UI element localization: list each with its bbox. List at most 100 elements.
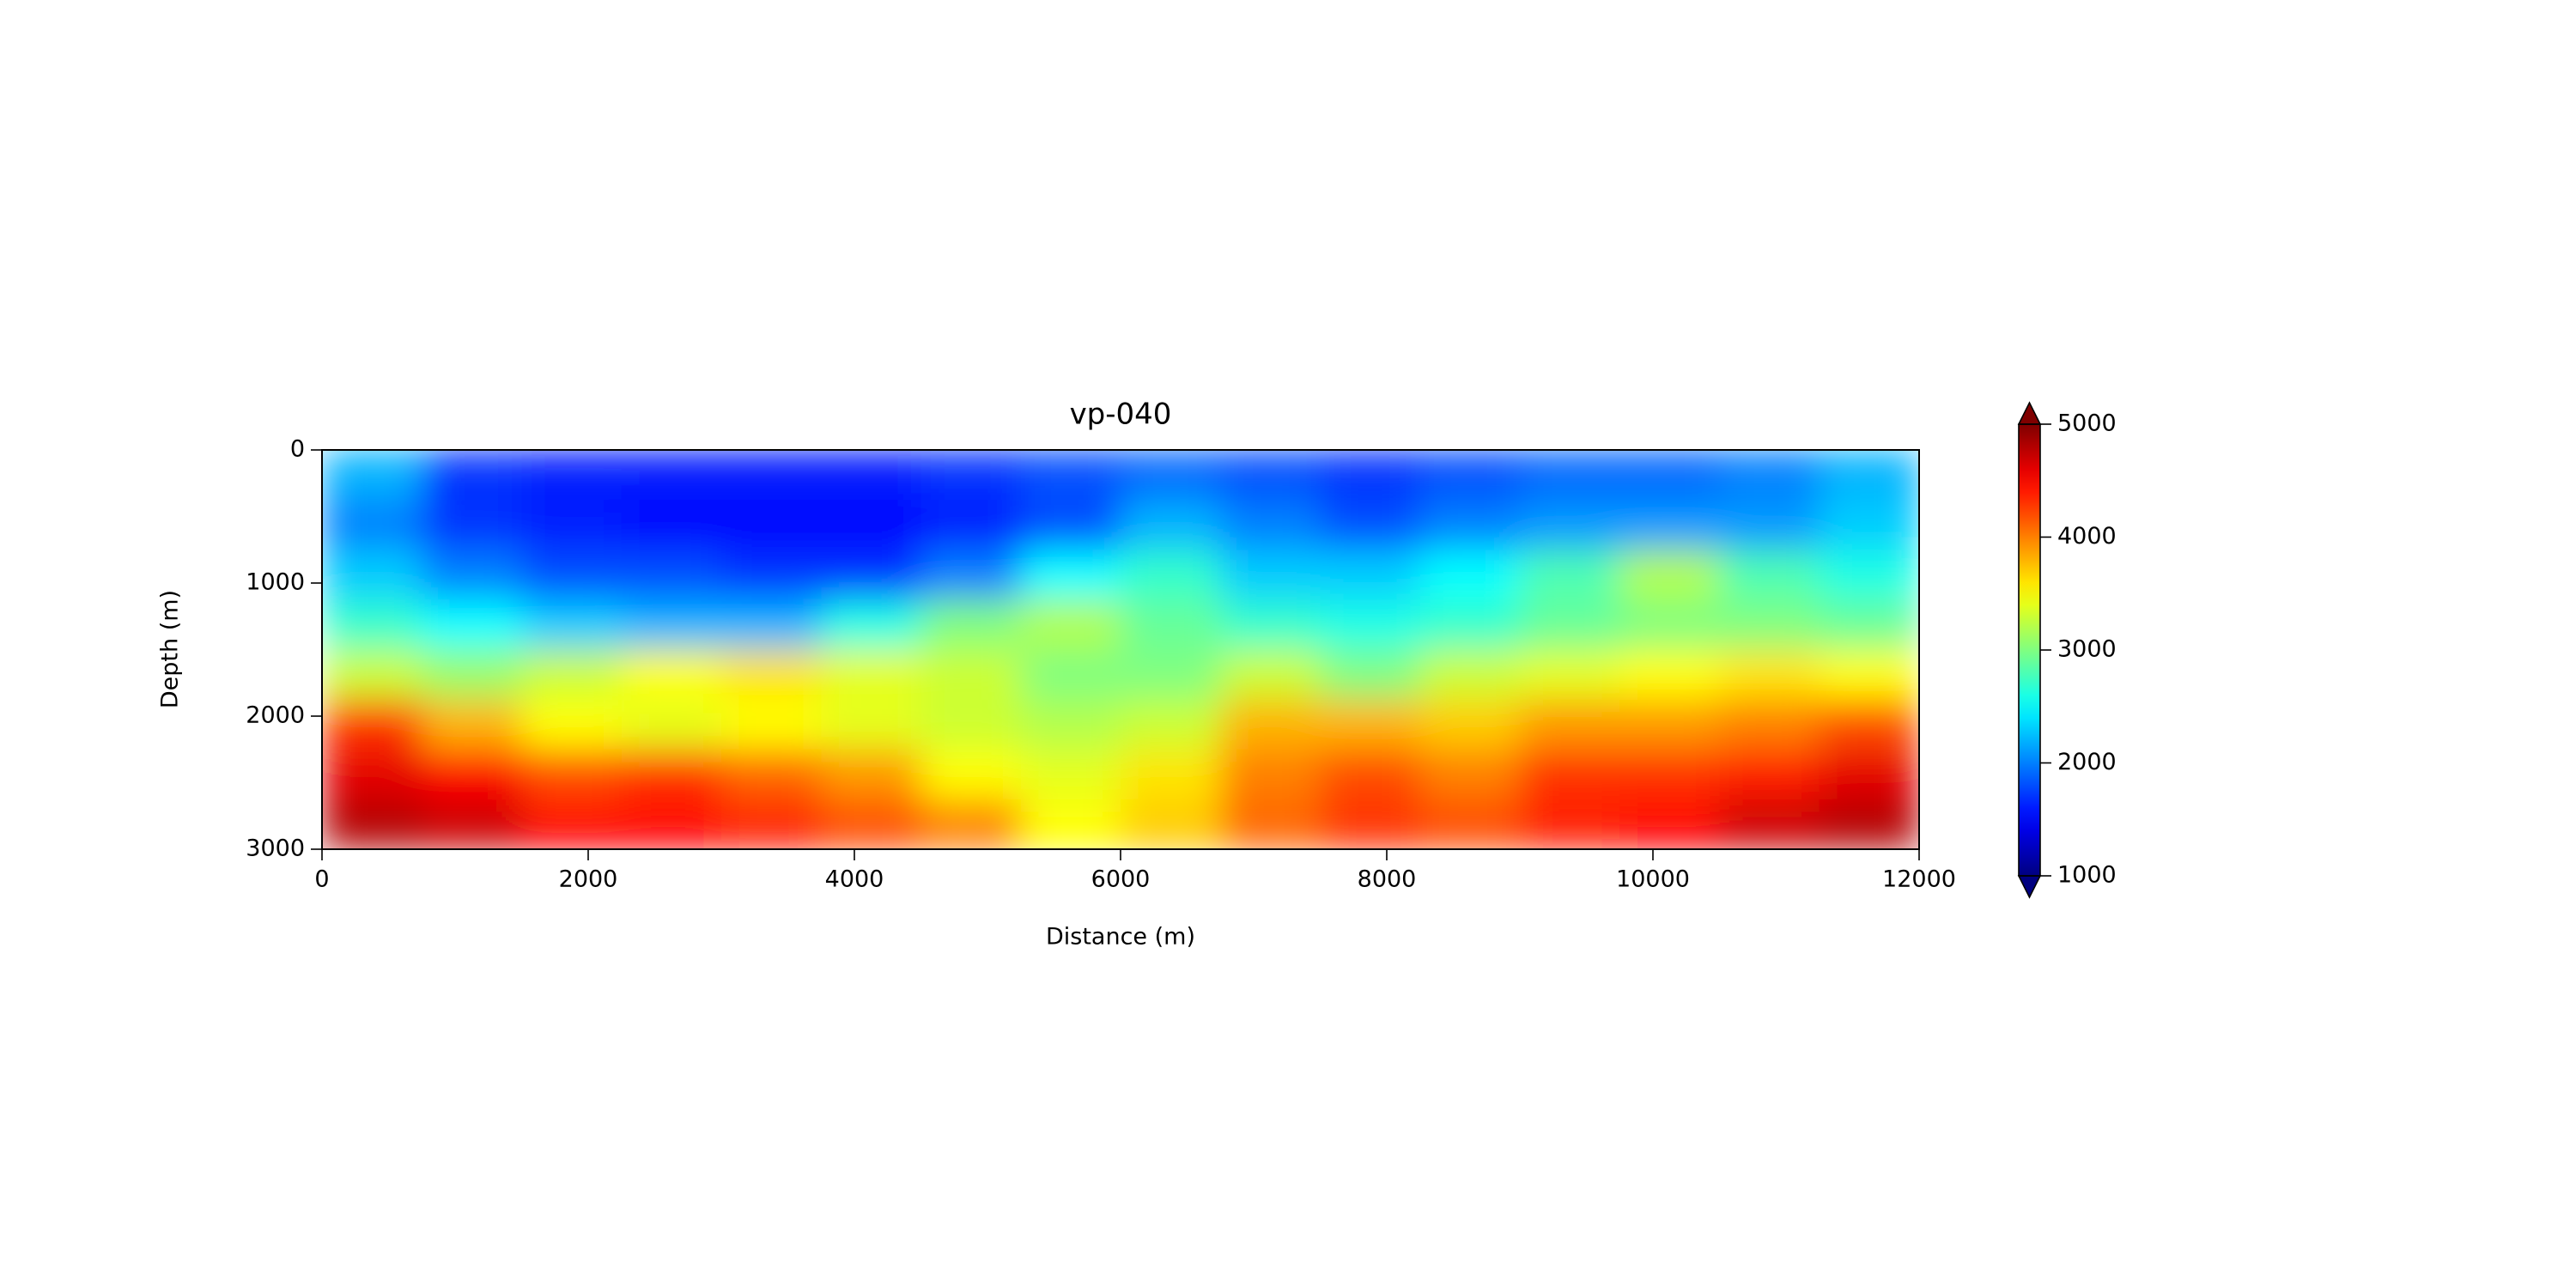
colorbar-tick-label: 1000 (2057, 862, 2117, 889)
heatmap-cell (422, 550, 522, 600)
heatmap-cell (1121, 550, 1221, 600)
y-axis-label: Depth (m) (157, 590, 184, 708)
heatmap-cell (1220, 599, 1321, 650)
heatmap-cell (721, 500, 822, 550)
heatmap-cell (1419, 799, 1521, 849)
heatmap (322, 450, 1919, 849)
heatmap-cell (920, 649, 1022, 701)
heatmap-cell (1419, 599, 1521, 650)
heatmap-cell (1719, 699, 1820, 750)
heatmap-cell (1419, 550, 1521, 600)
heatmap-cell (521, 799, 623, 849)
heatmap-cell (920, 799, 1022, 849)
heatmap-cell (521, 450, 623, 501)
heatmap-cell (1220, 649, 1321, 701)
heatmap-cell (1020, 450, 1121, 501)
heatmap-cell (1320, 799, 1421, 849)
heatmap-cell (721, 699, 822, 750)
heatmap-cell (521, 649, 623, 701)
heatmap-cell (1121, 500, 1221, 550)
heatmap-cell (1320, 550, 1421, 600)
heatmap-cell (920, 450, 1022, 501)
x-tick-label: 4000 (825, 866, 884, 893)
heatmap-cell (1819, 649, 1919, 701)
heatmap-cell (1121, 699, 1221, 750)
x-tick-label: 8000 (1358, 866, 1417, 893)
heatmap-cell (821, 550, 921, 600)
x-tick-label: 0 (314, 866, 329, 893)
heatmap-cell (1619, 649, 1720, 701)
heatmap-cell (1520, 450, 1620, 501)
heatmap-cell (322, 599, 422, 650)
heatmap-cell (1121, 599, 1221, 650)
heatmap-cell (621, 500, 722, 550)
heatmap-cell (1419, 699, 1521, 750)
heatmap-cell (920, 550, 1022, 600)
x-tick-label: 12000 (1882, 866, 1956, 893)
heatmap-cell (521, 500, 623, 550)
heatmap-cell (721, 649, 822, 701)
colorbar-tick-label: 4000 (2057, 523, 2117, 550)
x-tick-label: 2000 (559, 866, 618, 893)
heatmap-cell (422, 749, 522, 800)
heatmap-cell (1719, 649, 1820, 701)
heatmap-cell (1719, 500, 1820, 550)
heatmap-cell (1020, 649, 1121, 701)
heatmap-cell (1819, 699, 1919, 750)
heatmap-cell (1619, 550, 1720, 600)
colorbar-body (2019, 424, 2040, 876)
colorbar-extend-top (2017, 401, 2042, 425)
heatmap-cell (621, 550, 722, 600)
heatmap-cell (821, 799, 921, 849)
heatmap-cell (621, 649, 722, 701)
heatmap-cell (721, 450, 822, 501)
heatmap-cell (1619, 749, 1720, 800)
heatmap-cell (721, 799, 822, 849)
heatmap-cell (1619, 699, 1720, 750)
heatmap-cell (1419, 450, 1521, 501)
heatmap-cell (1719, 599, 1820, 650)
heatmap-cell (1520, 649, 1620, 701)
heatmap-cell (821, 749, 921, 800)
heatmap-cell (1220, 550, 1321, 600)
heatmap-cell (621, 749, 722, 800)
heatmap-cell (821, 450, 921, 501)
colorbar-tick-label: 5000 (2057, 410, 2117, 437)
heatmap-cell (322, 450, 422, 501)
y-tick-label: 0 (290, 436, 305, 463)
colorbar-tick-label: 3000 (2057, 636, 2117, 663)
heatmap-cell (1419, 649, 1521, 701)
heatmap-cell (1819, 799, 1919, 849)
heatmap-cell (1719, 749, 1820, 800)
heatmap-cell (1619, 799, 1720, 849)
heatmap-cell (1520, 799, 1620, 849)
heatmap-cell (1619, 500, 1720, 550)
heatmap-cell (1020, 550, 1121, 600)
heatmap-cell (422, 649, 522, 701)
x-axis-label: Distance (m) (1046, 924, 1195, 951)
heatmap-cell (1020, 599, 1121, 650)
heatmap-cell (322, 699, 422, 750)
heatmap-cell (422, 799, 522, 849)
colorbar-tick-label: 2000 (2057, 749, 2117, 775)
heatmap-cell (1419, 749, 1521, 800)
heatmap-cell (1819, 450, 1919, 501)
heatmap-cell (1719, 550, 1820, 600)
heatmap-cell (721, 599, 822, 650)
heatmap-cell (1320, 500, 1421, 550)
heatmap-cell (1020, 699, 1121, 750)
heatmap-cell (422, 500, 522, 550)
heatmap-cell (721, 550, 822, 600)
heatmap-cell (322, 500, 422, 550)
heatmap-cell (621, 599, 722, 650)
heatmap-cell (920, 699, 1022, 750)
x-tick-label: 6000 (1091, 866, 1151, 893)
heatmap-cell (1819, 749, 1919, 800)
heatmap-cell (1121, 649, 1221, 701)
heatmap-cell (1819, 550, 1919, 600)
heatmap-cell (920, 749, 1022, 800)
heatmap-cell (1320, 599, 1421, 650)
heatmap-cell (1020, 799, 1121, 849)
heatmap-cell (1819, 500, 1919, 550)
